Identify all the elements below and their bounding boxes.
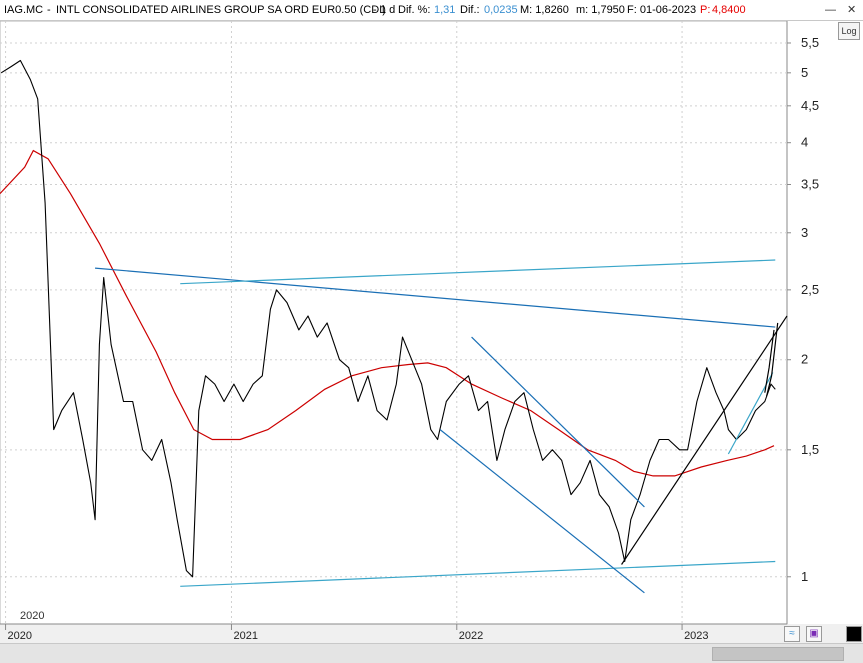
x-tick-labels: 2020 2021 2022 2023 — [5, 624, 709, 642]
y-tick-labels: 5,5 5 4,5 4 3,5 3 2,5 2 1,5 1 — [787, 35, 819, 584]
log-scale-button[interactable]: Log — [838, 22, 860, 40]
y-tick-label: 5,5 — [801, 35, 819, 50]
max-label: M: 1,8260 — [520, 4, 569, 16]
interval-label: 1 d — [380, 4, 396, 16]
x-gridlines — [5, 21, 683, 624]
corner-year-label: 2020 — [20, 610, 44, 622]
symbol-label: IAG.MC — [4, 4, 44, 16]
price-value: 4,8400 — [712, 4, 746, 16]
minimize-icon[interactable]: — — [825, 4, 836, 16]
x-tick-label: 2020 — [8, 630, 32, 642]
x-tick-label: 2021 — [233, 630, 257, 642]
rising-support-line — [621, 315, 788, 565]
y-tick-label: 5 — [801, 65, 808, 80]
y-gridlines — [0, 42, 787, 578]
chart-title-bar: IAG.MC - INTL CONSOLIDATED AIRLINES GROU… — [0, 0, 863, 21]
close-icon[interactable]: ✕ — [847, 4, 857, 16]
projection-arrow-1 — [764, 329, 775, 393]
lower-channel-line — [180, 560, 776, 587]
falling-wedge-lower — [439, 429, 645, 594]
upper-channel-line — [180, 259, 776, 285]
dif-pct-label: Dif. %: — [398, 4, 431, 16]
title-separator-2: - — [373, 4, 377, 16]
min-label: m: 1,7950 — [576, 4, 625, 16]
x-tick-label: 2023 — [684, 630, 708, 642]
price-line — [0, 59, 776, 578]
plot-area — [0, 21, 788, 625]
projection-arrow-2 — [766, 322, 779, 397]
resistance-trendline — [95, 267, 776, 328]
wave-tool-button[interactable]: ≈ — [784, 626, 800, 642]
dif-value: 0,0235 — [484, 4, 518, 16]
y-tick-label: 4,5 — [801, 98, 819, 113]
y-tick-label: 1,5 — [801, 442, 819, 457]
falling-wedge-upper — [471, 336, 645, 508]
y-tick-label: 3,5 — [801, 177, 819, 192]
price-label: P: — [700, 4, 711, 16]
horizontal-scrollbar[interactable] — [0, 643, 863, 663]
price-series — [0, 59, 776, 578]
dif-label: Dif.: — [460, 4, 480, 16]
window-controls: — ✕ — [817, 0, 863, 20]
scrollbar-thumb[interactable] — [712, 647, 844, 661]
dif-pct-value: 1,31 — [434, 4, 456, 16]
y-tick-label: 3 — [801, 225, 808, 240]
save-button[interactable]: ▣ — [806, 626, 822, 642]
y-axis-area — [787, 21, 863, 624]
y-tick-label: 4 — [801, 135, 808, 150]
price-chart[interactable]: 5,5 5 4,5 4 3,5 3 2,5 2 1,5 1 2020 2021 2022 2023 20… — [0, 21, 863, 643]
y-tick-label: 2,5 — [801, 282, 819, 297]
title-separator: - — [47, 4, 51, 16]
instrument-name: INTL CONSOLIDATED AIRLINES GROUP SA ORD … — [56, 4, 386, 16]
color-button[interactable] — [846, 626, 862, 642]
y-tick-label: 1 — [801, 569, 808, 584]
y-tick-label: 2 — [801, 352, 808, 367]
wave-icon: ≈ — [789, 628, 795, 639]
date-label: F: 01-06-2023 — [627, 4, 697, 16]
floppy-icon: ▣ — [809, 628, 819, 639]
x-tick-label: 2022 — [459, 630, 483, 642]
trendlines — [95, 259, 788, 594]
